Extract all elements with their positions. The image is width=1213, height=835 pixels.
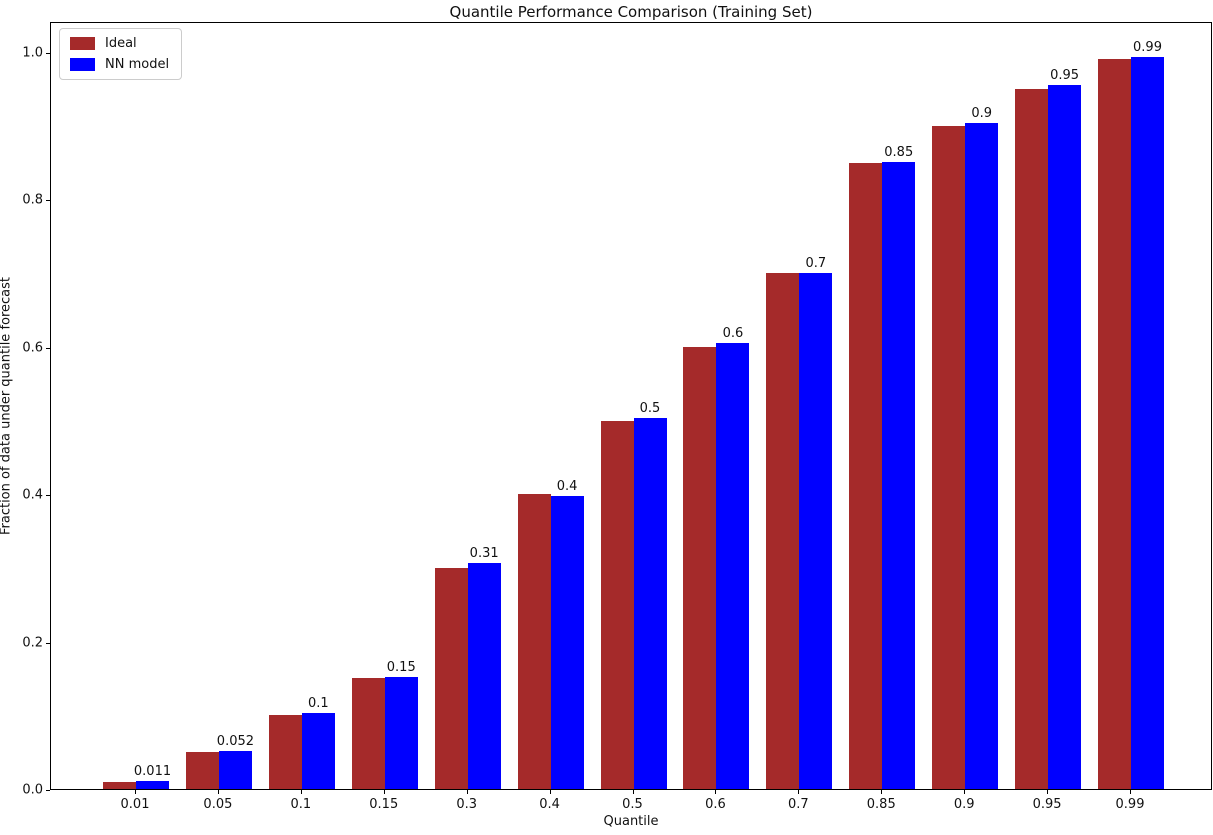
bar-ideal bbox=[185, 752, 219, 789]
y-tick-label: 1.0 bbox=[22, 45, 43, 61]
y-tick-mark bbox=[46, 790, 50, 791]
bar-ideal bbox=[766, 273, 800, 789]
y-tick-label: 0.0 bbox=[22, 782, 43, 798]
bar-ideal bbox=[1098, 59, 1131, 789]
y-axis-label: Fraction of data under quantile forecast bbox=[0, 276, 14, 536]
bar-nn-model bbox=[384, 676, 418, 789]
legend-item-nn-model: NN model bbox=[70, 57, 169, 72]
bar-nn-model bbox=[799, 273, 833, 789]
x-tick-label: 0.5 bbox=[622, 797, 643, 812]
bar-nn-model bbox=[965, 122, 999, 789]
bar-ideal bbox=[683, 346, 717, 789]
bar-value-label: 0.15 bbox=[386, 659, 416, 675]
x-tick-mark bbox=[549, 790, 551, 794]
bar-nn-model bbox=[1048, 85, 1082, 789]
bar-nn-model bbox=[1131, 57, 1164, 789]
bar-nn-model bbox=[301, 713, 335, 789]
bar-nn-model bbox=[467, 562, 501, 789]
bar-ideal bbox=[517, 494, 551, 789]
x-tick-mark bbox=[715, 790, 717, 794]
y-tick-label: 0.4 bbox=[22, 487, 43, 503]
x-axis-label: Quantile bbox=[603, 814, 659, 829]
x-tick-label: 0.99 bbox=[1115, 797, 1145, 812]
x-tick-mark bbox=[135, 790, 136, 794]
x-tick-mark bbox=[1130, 790, 1131, 794]
x-tick-label: 0.9 bbox=[953, 797, 975, 812]
legend-label-nn-model: NN model bbox=[105, 57, 170, 72]
bar-ideal bbox=[932, 125, 966, 789]
x-tick-mark bbox=[798, 790, 800, 794]
bar-ideal bbox=[434, 567, 468, 789]
x-tick-label: 0.7 bbox=[787, 797, 809, 812]
x-tick-mark bbox=[964, 790, 966, 794]
bar-value-label: 0.31 bbox=[469, 545, 499, 561]
bar-ideal bbox=[1015, 88, 1049, 789]
bar-value-label: 0.9 bbox=[971, 105, 992, 121]
plot-area: Ideal NN model 0.011 0.052 0.1 0.15 0.31 0.4 0… bbox=[50, 22, 1212, 790]
bar-ideal bbox=[351, 678, 385, 789]
y-tick-label: 0.8 bbox=[22, 192, 43, 208]
y-tick-mark bbox=[46, 200, 50, 202]
x-tick-label: 0.6 bbox=[705, 797, 726, 812]
bar-value-label: 0.052 bbox=[216, 733, 255, 749]
x-tick-mark bbox=[383, 790, 385, 794]
y-tick-mark bbox=[46, 495, 50, 497]
bar-value-label: 0.011 bbox=[133, 763, 172, 779]
bar-ideal bbox=[103, 781, 136, 789]
bar-nn-model bbox=[218, 750, 252, 789]
x-tick-label: 0.1 bbox=[290, 797, 312, 812]
bar-value-label: 0.85 bbox=[884, 144, 914, 160]
bar-value-label: 0.99 bbox=[1133, 40, 1162, 56]
bar-nn-model bbox=[633, 417, 667, 789]
y-tick-mark bbox=[46, 642, 50, 644]
bar-value-label: 0.7 bbox=[805, 256, 827, 272]
bar-nn-model bbox=[550, 495, 584, 789]
bar-value-label: 0.5 bbox=[639, 400, 661, 416]
y-tick-mark bbox=[46, 347, 50, 349]
x-tick-label: 0.01 bbox=[120, 797, 150, 812]
x-tick-mark bbox=[881, 790, 883, 794]
x-tick-label: 0.3 bbox=[456, 797, 477, 812]
bar-ideal bbox=[268, 715, 302, 789]
bar-ideal bbox=[600, 420, 634, 789]
x-tick-mark bbox=[1047, 790, 1049, 794]
y-tick-mark bbox=[46, 53, 50, 54]
bar-nn-model bbox=[716, 343, 750, 789]
legend-item-ideal: Ideal bbox=[70, 36, 169, 51]
x-tick-label: 0.05 bbox=[203, 797, 233, 812]
bar-value-label: 0.4 bbox=[556, 478, 578, 494]
x-tick-label: 0.15 bbox=[369, 797, 399, 812]
ideal-color-swatch bbox=[70, 37, 95, 50]
bar-value-label: 0.6 bbox=[722, 326, 744, 342]
x-tick-mark bbox=[300, 790, 302, 794]
x-tick-mark bbox=[466, 790, 468, 794]
nn-model-color-swatch bbox=[70, 58, 95, 71]
x-tick-label: 0.4 bbox=[539, 797, 560, 812]
bar-nn-model bbox=[882, 161, 916, 789]
x-tick-label: 0.85 bbox=[866, 797, 896, 812]
legend-label-ideal: Ideal bbox=[105, 36, 137, 51]
bar-ideal bbox=[849, 162, 883, 789]
legend: Ideal NN model bbox=[59, 28, 183, 80]
bar-value-label: 0.1 bbox=[307, 696, 329, 712]
x-tick-label: 0.95 bbox=[1032, 797, 1062, 812]
x-tick-mark bbox=[632, 790, 634, 794]
y-tick-label: 0.2 bbox=[22, 635, 43, 651]
bar-nn-model bbox=[136, 780, 169, 789]
x-tick-mark bbox=[217, 790, 219, 794]
y-tick-label: 0.6 bbox=[22, 340, 43, 356]
chart-title: Quantile Performance Comparison (Trainin… bbox=[449, 3, 813, 21]
bar-value-label: 0.95 bbox=[1050, 68, 1080, 84]
